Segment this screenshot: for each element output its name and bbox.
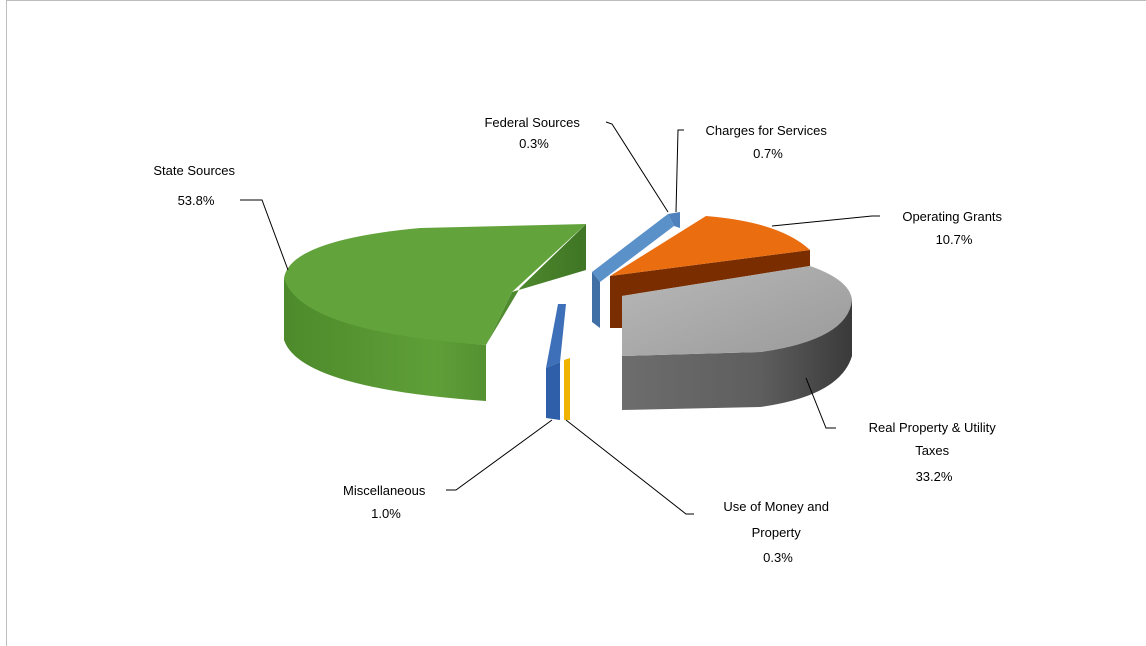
slice-federal-sources-side xyxy=(592,272,600,328)
leader-line-charges xyxy=(675,129,684,213)
label-federal-sources: Federal Sources 0.3% xyxy=(484,115,583,151)
chart-frame xyxy=(6,0,1146,646)
slice-state-sources-top xyxy=(284,224,586,345)
slice-operating-grants xyxy=(610,216,810,328)
label-operating-grants: Operating Grants 10.7% xyxy=(902,209,1005,247)
slice-use-of-money-side xyxy=(564,358,570,420)
label-use-of-money: Use of Money and Property 0.3% xyxy=(723,499,832,565)
slice-charges-for-services-side xyxy=(668,212,680,228)
leader-lines xyxy=(240,121,880,515)
slice-real-property-top xyxy=(622,266,852,356)
slice-real-property xyxy=(622,266,852,410)
label-real-property: Real Property & Utility Taxes 33.2% xyxy=(869,420,1000,484)
slice-miscellaneous xyxy=(546,304,566,420)
leader-line-misc xyxy=(446,419,553,491)
leader-line-operating xyxy=(771,215,880,227)
slice-state-sources xyxy=(284,224,586,401)
leader-line-use-of-money xyxy=(565,419,694,515)
slice-charges-for-services xyxy=(668,212,680,228)
slice-miscellaneous-top xyxy=(546,304,566,368)
slice-miscellaneous-side xyxy=(546,362,560,420)
slice-federal-sources xyxy=(592,214,674,328)
leader-line-state xyxy=(240,199,289,271)
slice-use-of-money xyxy=(564,358,570,420)
slice-federal-sources-top xyxy=(592,214,674,282)
label-charges-for-services: Charges for Services 0.7% xyxy=(705,123,830,161)
slice-real-property-side xyxy=(622,298,852,410)
label-state-sources: State Sources 53.8% xyxy=(153,163,238,208)
leader-line-real-property xyxy=(805,377,836,429)
slice-operating-grants-top xyxy=(610,216,810,276)
slice-state-sources-side xyxy=(284,224,586,401)
leader-line-federal xyxy=(605,121,669,213)
label-miscellaneous: Miscellaneous 1.0% xyxy=(343,483,429,521)
